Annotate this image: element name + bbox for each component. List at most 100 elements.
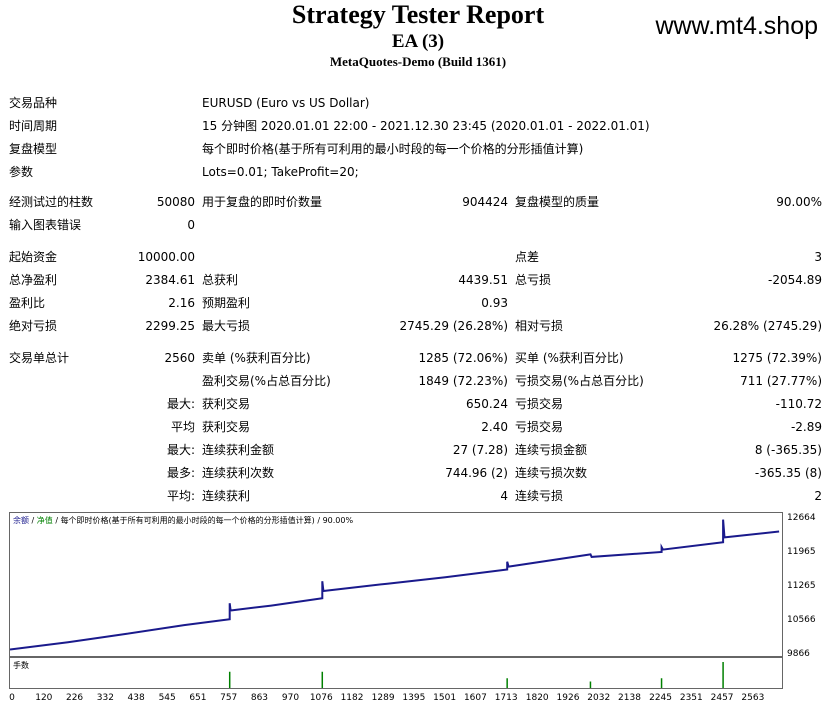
x-tick-label: 1182 [340, 693, 364, 703]
x-tick-label: 545 [158, 693, 176, 703]
y-tick-label: 11265 [787, 580, 816, 591]
avg-cons-wins-value: 4 [500, 489, 508, 503]
x-tick-label: 1820 [525, 693, 549, 703]
profit-trades-value: 1849 (72.23%) [418, 374, 508, 388]
balance-line [10, 519, 780, 651]
cons-wins-money-value: 27 (7.28) [452, 443, 508, 457]
short-positions-label: 卖单 (%获利百分比) [202, 351, 311, 365]
x-tick-label: 226 [65, 693, 84, 703]
watermark-url: www.mt4.shop [655, 12, 818, 40]
ea-name: EA (3) [391, 31, 445, 52]
x-tick-label: 438 [127, 693, 145, 703]
long-positions-label: 买单 (%获利百分比) [515, 351, 624, 365]
deposit-label: 起始资金 [9, 250, 58, 264]
model-value: 每个即时价格(基于所有可利用的最小时段的每一个价格的分形插值计算) [202, 142, 584, 156]
x-tick-label: 1289 [371, 693, 395, 703]
profit-trades-label: 盈利交易(%占总百分比) [202, 374, 331, 388]
x-tick-label: 1607 [463, 693, 487, 703]
bars-value: 50080 [156, 195, 195, 209]
x-tick-label: 1076 [309, 693, 333, 703]
balance-chart: 余额 / 净值 / 每个即时价格(基于所有可利用的最小时段的每一个价格的分形插值… [9, 512, 783, 657]
avg-cons-loss-value: 2 [814, 489, 822, 503]
bars-label: 经测试过的柱数 [9, 195, 94, 209]
abs-drawdown-label: 绝对亏损 [9, 319, 58, 333]
x-tick-label: 2138 [618, 693, 641, 703]
legend-balance: 余额 [13, 516, 29, 525]
balance-chart-svg [10, 519, 780, 651]
long-positions-value: 1275 (72.39%) [732, 351, 822, 365]
y-tick-label: 9866 [787, 649, 810, 659]
cons-wins-count-label: 连续获利次数 [202, 466, 275, 480]
gross-profit-label: 总获利 [202, 273, 239, 287]
expected-payoff-value: 0.93 [481, 296, 508, 310]
legend-sep: / [29, 516, 37, 525]
x-tick-label: 651 [189, 693, 207, 703]
cons-wins-count-value: 744.96 (2) [445, 466, 508, 480]
ticks-value: 904424 [462, 195, 508, 209]
legend-equity: 净值 [36, 516, 53, 525]
params-value: Lots=0.01; TakeProfit=20; [202, 165, 359, 179]
cons-wins-money-label: 连续获利金额 [202, 443, 275, 457]
net-profit-label: 总净盈利 [9, 273, 58, 287]
x-tick-label: 120 [35, 693, 53, 703]
x-tick-label: 757 [220, 693, 238, 703]
avg-loss-value: -2.89 [790, 420, 822, 434]
symbol-label: 交易品种 [9, 96, 58, 110]
avg-profit-label: 获利交易 [202, 420, 251, 434]
total-trades-label: 交易单总计 [9, 351, 70, 365]
symbol-value: EURUSD (Euro vs US Dollar) [202, 96, 370, 110]
cons-loss-money-value: 8 (-365.35) [754, 443, 822, 457]
x-tick-label: 1395 [402, 693, 426, 703]
x-tick-label: 970 [281, 693, 300, 703]
period-label: 时间周期 [9, 119, 58, 133]
abs-drawdown-value: 2299.25 [145, 319, 195, 333]
quality-value: 90.00% [776, 195, 822, 209]
y-tick-label: 10566 [787, 614, 816, 625]
loss-trades-label: 亏损交易(%占总百分比) [515, 374, 644, 388]
ticks-label: 用于复盘的即时价数量 [202, 195, 323, 209]
rel-drawdown-label: 相对亏损 [515, 319, 564, 333]
maximum-prefix: 最大: [166, 443, 195, 457]
x-tick-label: 2457 [710, 693, 734, 703]
avg-cons-wins-label: 连续获利 [202, 489, 251, 503]
loss-trades-value: 711 (27.77%) [740, 374, 822, 388]
rel-drawdown-value: 26.28% (2745.29) [713, 319, 822, 333]
x-tick-label: 2245 [649, 693, 672, 703]
gross-profit-value: 4439.51 [458, 273, 508, 287]
avg-cons-loss-label: 连续亏损 [515, 489, 564, 503]
x-tick-label: 2032 [587, 693, 611, 703]
largest-loss-value: -110.72 [775, 397, 822, 411]
cons-loss-count-label: 连续亏损次数 [515, 466, 588, 480]
x-tick-label: 863 [250, 693, 269, 703]
period-value: 15 分钟图 2020.01.01 22:00 - 2021.12.30 23:… [202, 119, 650, 133]
profit-factor-label: 盈利比 [9, 296, 46, 310]
expected-payoff-label: 预期盈利 [202, 296, 251, 310]
legend-model: / 每个即时价格(基于所有可利用的最小时段的每一个价格的分形插值计算) / 90… [52, 516, 354, 525]
gross-loss-value: -2054.89 [768, 273, 822, 287]
net-profit-value: 2384.61 [145, 273, 195, 287]
deposit-value: 10000.00 [137, 250, 195, 264]
average-prefix: 平均 [170, 420, 195, 434]
volume-panel: 手数 [9, 657, 783, 689]
quality-label: 复盘模型的质量 [515, 195, 600, 209]
x-tick-label: 332 [96, 693, 114, 703]
x-tick-label: 2563 [741, 693, 765, 703]
errors-label: 输入图表错误 [9, 218, 82, 232]
largest-loss-label: 亏损交易 [515, 397, 564, 411]
cons-loss-count-value: -365.35 (8) [754, 466, 822, 480]
avg-loss-label: 亏损交易 [515, 420, 564, 434]
largest-profit-label: 获利交易 [202, 397, 251, 411]
y-tick-label: 11965 [787, 546, 816, 557]
spread-label: 点差 [515, 250, 540, 264]
x-tick-label: 1501 [433, 693, 457, 703]
avg-cons-prefix: 平均: [166, 489, 195, 503]
x-tick-label: 1926 [556, 693, 580, 703]
largest-profit-value: 650.24 [466, 397, 508, 411]
report-title: Strategy Tester Report [291, 0, 545, 29]
total-trades-value: 2560 [164, 351, 195, 365]
most-prefix: 最多: [166, 466, 195, 480]
max-drawdown-label: 最大亏损 [202, 319, 251, 333]
largest-prefix: 最大: [166, 397, 195, 411]
gross-loss-label: 总亏损 [515, 273, 552, 287]
x-tick-label: 1713 [494, 693, 518, 703]
